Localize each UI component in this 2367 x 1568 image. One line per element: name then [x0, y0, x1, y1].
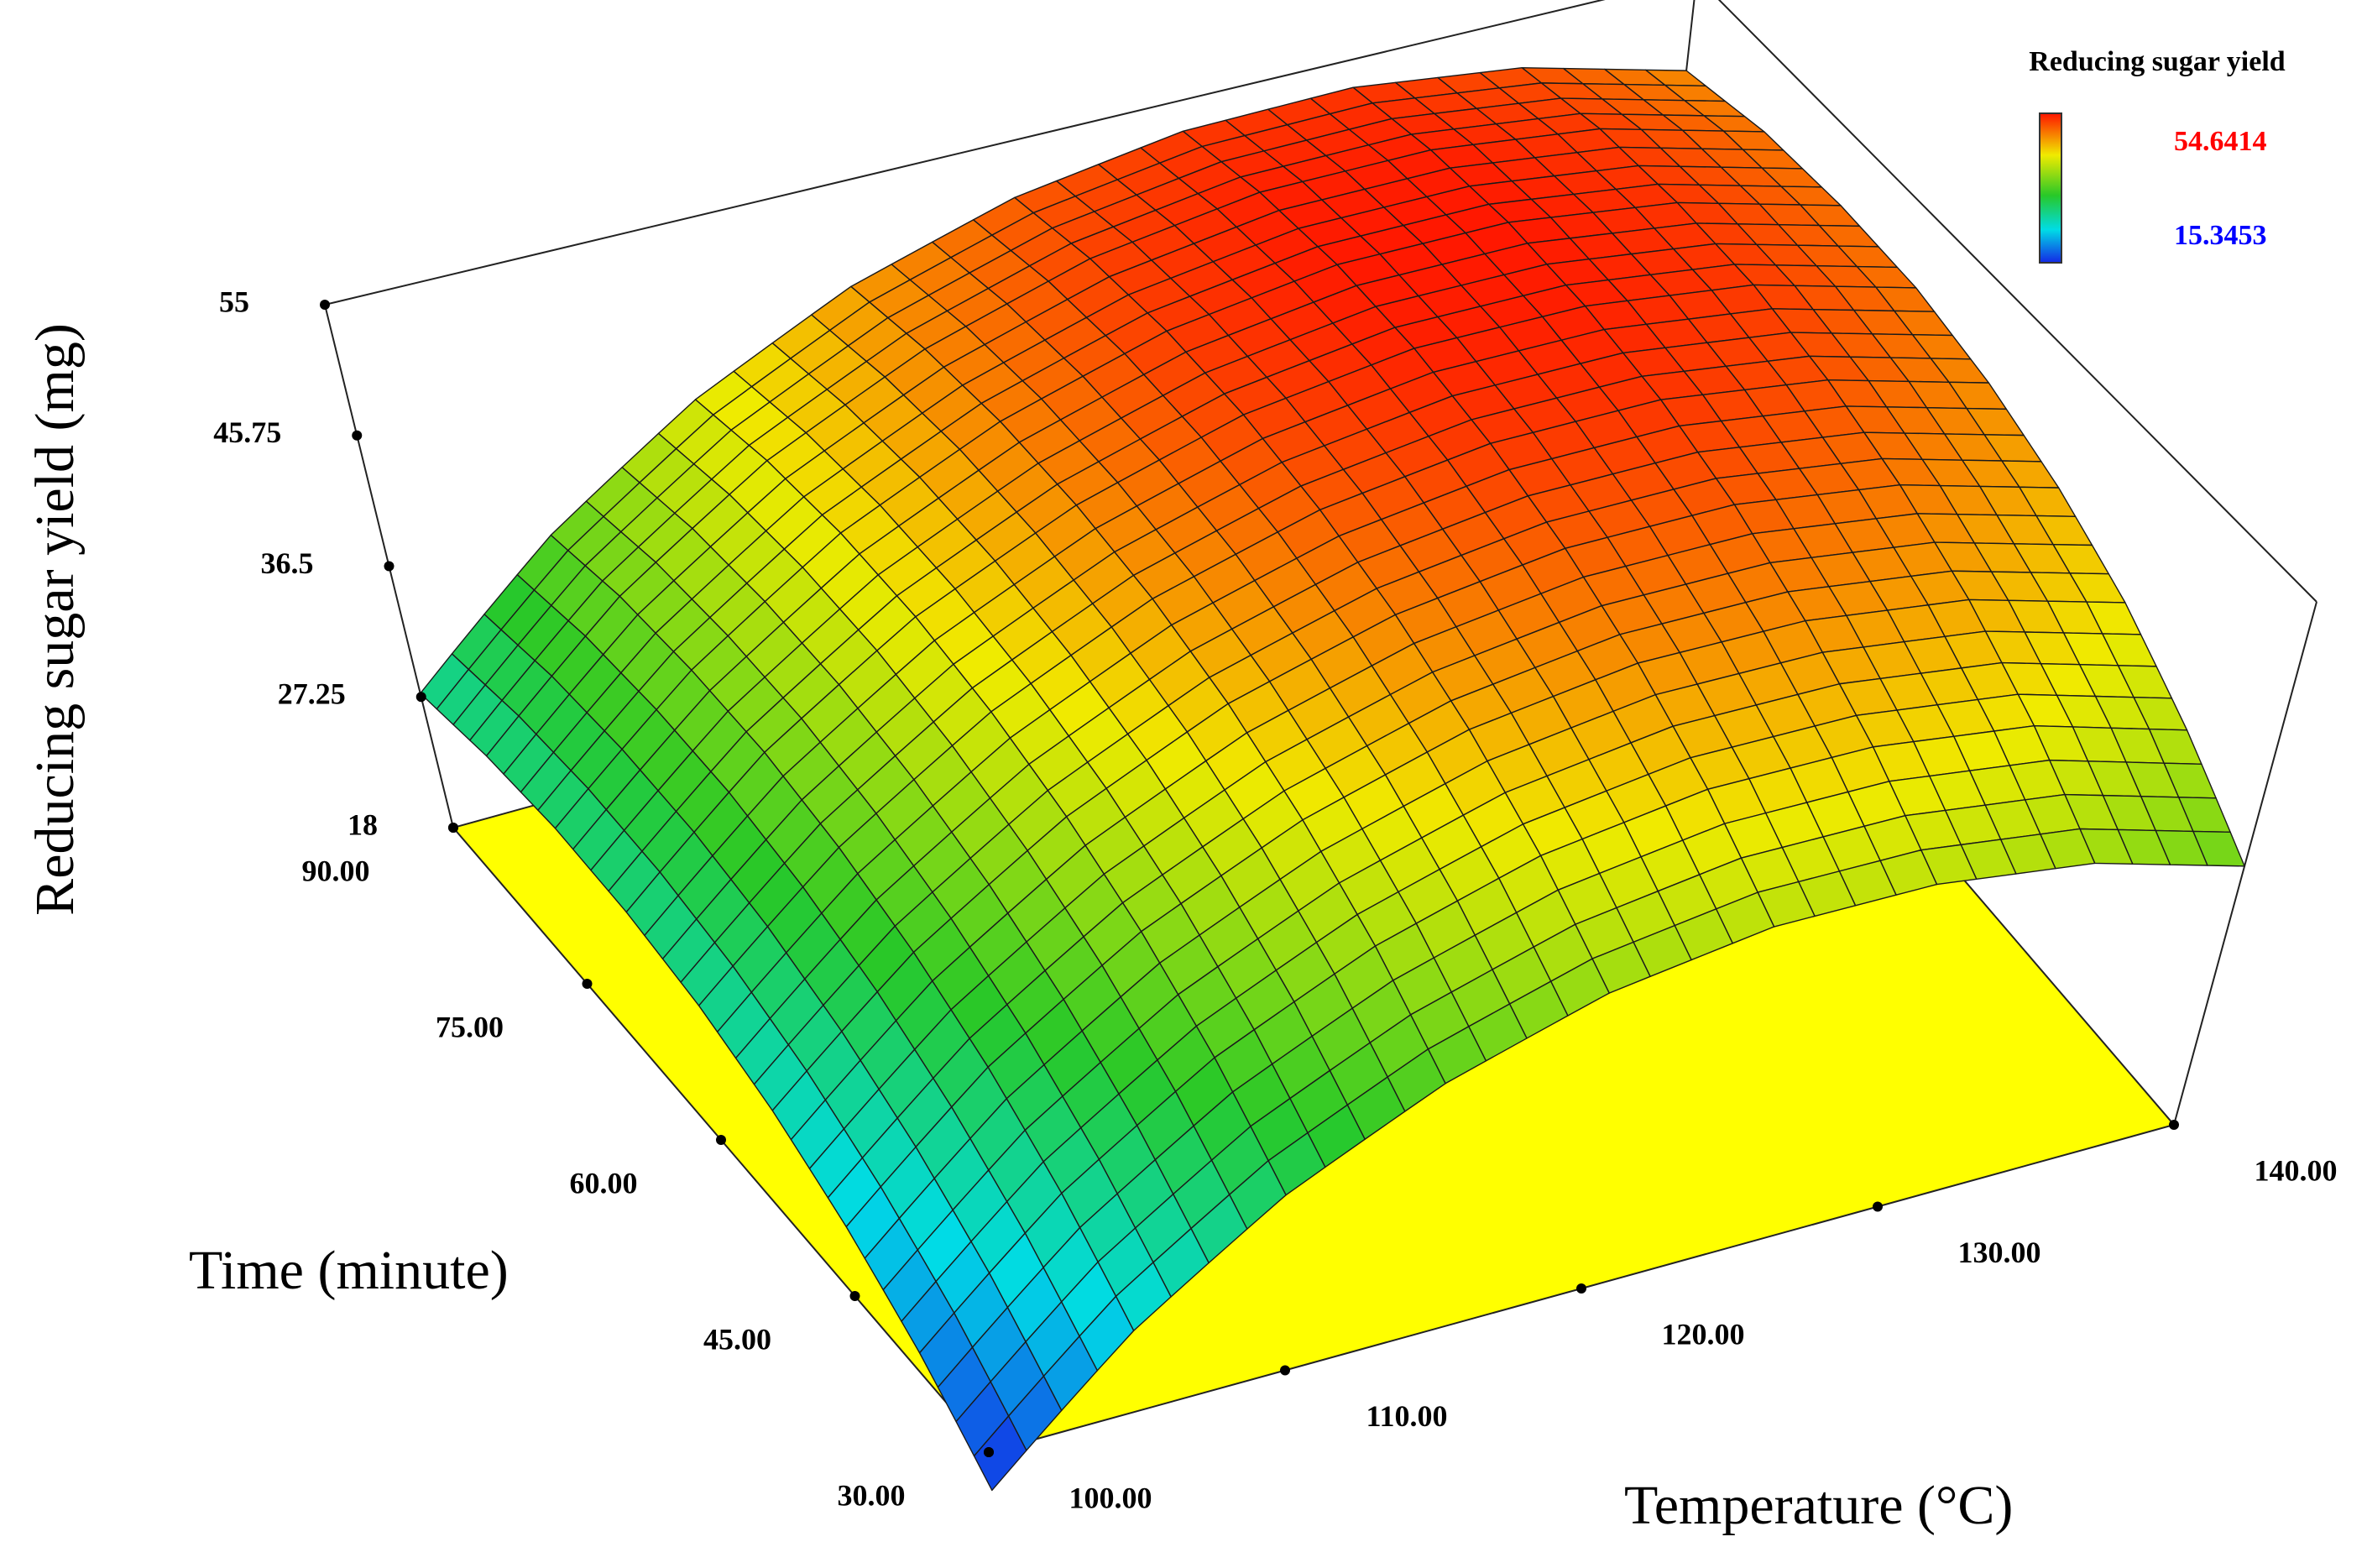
legend-colorbar	[2039, 112, 2062, 264]
x-tick	[1280, 1365, 1290, 1376]
z-tick-label: 55	[219, 285, 249, 318]
z-tick-label: 36.5	[261, 546, 314, 580]
x-tick	[984, 1447, 994, 1457]
x-axis-title: Temperature (°C)	[1624, 1475, 2013, 1536]
z-tick-label: 27.25	[278, 677, 346, 711]
ticks: 18 27.25 36.5 45.75 55 30.00 45.00 60.00 75.00 90…	[213, 285, 2337, 1514]
legend-max: 54.6414	[2174, 126, 2267, 157]
y-tick	[716, 1135, 726, 1145]
surface	[420, 66, 2245, 1492]
y-tick	[849, 1291, 860, 1301]
legend-min: 15.3453	[2174, 220, 2267, 251]
legend-title: Reducing sugar yield	[2029, 46, 2286, 77]
y-tick	[582, 979, 593, 989]
z-tick	[415, 692, 426, 703]
y-tick	[448, 823, 458, 833]
z-tick-label: 45.75	[213, 416, 281, 449]
z-tick-label: 18	[347, 808, 378, 841]
frame-line	[1717, 0, 2317, 603]
y-tick-label: 30.00	[838, 1478, 906, 1512]
x-tick-label: 100.00	[1069, 1481, 1152, 1514]
z-tick	[384, 561, 394, 572]
y-tick-label: 90.00	[302, 854, 370, 887]
y-tick-label: 75.00	[436, 1010, 504, 1043]
x-tick	[1873, 1201, 1883, 1212]
y-axis-title: Time (minute)	[189, 1240, 509, 1301]
z-tick	[352, 430, 363, 441]
x-tick	[1576, 1283, 1586, 1294]
surface-cell	[973, 1415, 1027, 1492]
x-tick-label: 140.00	[2255, 1153, 2338, 1187]
x-tick-label: 130.00	[1958, 1236, 2041, 1269]
frame-line	[324, 0, 1606, 306]
z-tick	[320, 300, 330, 310]
y-tick-label: 60.00	[570, 1166, 638, 1200]
x-tick-label: 120.00	[1662, 1317, 1745, 1351]
z-axis-title: Reducing sugar yield (mg)	[24, 323, 86, 916]
y-tick-label: 45.00	[703, 1322, 771, 1356]
x-tick	[2169, 1120, 2179, 1130]
x-tick-label: 110.00	[1366, 1399, 1447, 1433]
frame-line	[2173, 601, 2317, 1126]
